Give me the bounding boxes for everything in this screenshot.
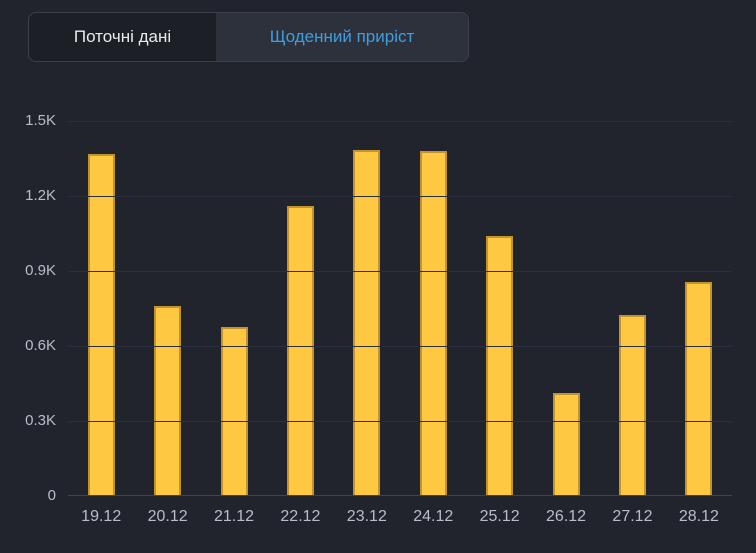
bar-slot (201, 121, 267, 496)
y-axis-tick-label: 0.3K (25, 412, 56, 429)
bar-slot (267, 121, 333, 496)
gridline (68, 346, 732, 347)
bar-slot (666, 121, 732, 496)
bar-24.12[interactable] (419, 151, 447, 496)
x-axis-tick-label: 28.12 (678, 508, 719, 525)
y-axis-tick-label: 0.9K (25, 262, 56, 279)
tab-daily-increase[interactable]: Щоденний приріст (216, 13, 468, 61)
y-axis-tick-label: 1.5K (25, 112, 56, 129)
bar-slot (533, 121, 599, 496)
y-axis-tick-label: 0.6K (25, 337, 56, 354)
x-axis-labels: 19.12 20.12 21.12 22.12 23.12 24.12 25.12 26.12… (68, 508, 732, 526)
bar-27.12[interactable] (618, 315, 646, 496)
x-axis-tick-label: 27.12 (612, 508, 653, 525)
bar-22.12[interactable] (286, 206, 314, 496)
bar-slot (466, 121, 532, 496)
bar-slot (400, 121, 466, 496)
bar-23.12[interactable] (353, 150, 381, 496)
bar-26.12[interactable] (552, 393, 580, 496)
x-axis-tick-label: 26.12 (546, 508, 587, 525)
gridline (68, 421, 732, 422)
x-axis-tick-label: 24.12 (413, 508, 454, 525)
bar-slot (599, 121, 665, 496)
bar-slot (134, 121, 200, 496)
plot-area (68, 121, 732, 496)
x-axis-tick-label: 22.12 (280, 508, 321, 525)
bar-25.12[interactable] (486, 236, 514, 496)
bar-21.12[interactable] (220, 327, 248, 496)
y-axis-tick-label: 0 (47, 487, 56, 504)
gridline (68, 196, 732, 197)
bar-28.12[interactable] (685, 282, 713, 496)
x-axis-tick-label: 25.12 (479, 508, 520, 525)
gridline (68, 121, 732, 122)
bar-slot (334, 121, 400, 496)
tab-current-data[interactable]: Поточні дані (73, 27, 172, 46)
x-axis-tick-label: 23.12 (346, 508, 387, 525)
x-axis-tick-label: 19.12 (81, 508, 122, 525)
y-axis-tick-label: 1.2K (25, 187, 56, 204)
bar-20.12[interactable] (154, 306, 182, 496)
bar-19.12[interactable] (87, 154, 115, 496)
x-axis-tick-label: 21.12 (213, 508, 255, 525)
tab-group: Поточні дані Щоденний приріст (28, 12, 469, 62)
bar-slot (68, 121, 134, 496)
bars-row (68, 121, 732, 496)
y-axis-labels: 0 0.3K 0.6K 0.9K 1.2K 1.5K (0, 113, 56, 504)
axis-baseline (68, 495, 732, 496)
x-axis-tick-label: 20.12 (147, 508, 188, 525)
gridline (68, 271, 732, 272)
